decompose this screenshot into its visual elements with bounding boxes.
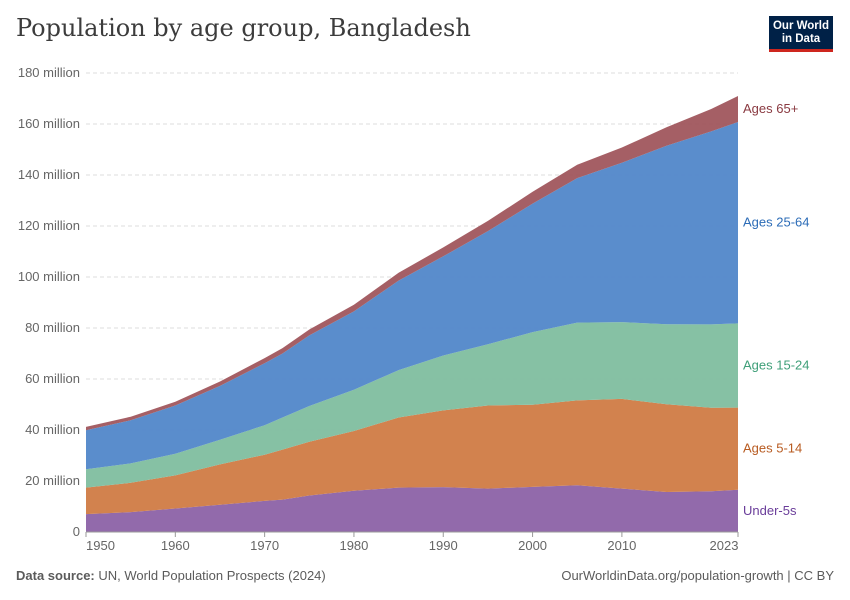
y-tick-label: 60 million bbox=[25, 371, 80, 386]
area-series-group bbox=[86, 96, 738, 532]
data-source-note: Data source: UN, World Population Prospe… bbox=[16, 568, 326, 583]
x-tick-label: 1950 bbox=[86, 538, 115, 553]
y-tick-label: 160 million bbox=[18, 116, 80, 131]
y-tick-label: 40 million bbox=[25, 422, 80, 437]
series-label: Ages 25-64 bbox=[743, 215, 810, 230]
y-tick-label: 120 million bbox=[18, 218, 80, 233]
y-tick-label: 80 million bbox=[25, 320, 80, 335]
x-tick-label: 1960 bbox=[161, 538, 190, 553]
axes bbox=[85, 531, 739, 537]
series-label: Ages 65+ bbox=[743, 101, 798, 116]
area-ages-65-[interactable] bbox=[86, 96, 738, 431]
data-source-label: Data source: bbox=[16, 568, 95, 583]
series-label: Ages 5-14 bbox=[743, 441, 802, 456]
x-tick-label: 2010 bbox=[607, 538, 636, 553]
y-tick-label: 100 million bbox=[18, 269, 80, 284]
x-tick-label: 1970 bbox=[250, 538, 279, 553]
y-tick-labels: 0 20 million 40 million 60 million 80 millio… bbox=[18, 65, 80, 539]
chart-title: Population by age group, Bangladesh bbox=[16, 14, 471, 42]
y-tick-label: 140 million bbox=[18, 167, 80, 182]
owid-logo[interactable]: Our World in Data bbox=[769, 16, 833, 52]
x-tick-label: 2023 bbox=[710, 538, 739, 553]
x-tick-label: 2000 bbox=[518, 538, 547, 553]
y-tick-label: 20 million bbox=[25, 473, 80, 488]
series-label: Ages 15-24 bbox=[743, 357, 810, 372]
source-link[interactable]: OurWorldinData.org/population-growth | C… bbox=[561, 568, 834, 583]
area-ages-25-64[interactable] bbox=[86, 122, 738, 470]
logo-line-2: in Data bbox=[781, 33, 821, 45]
series-label: Under-5s bbox=[743, 503, 797, 518]
data-source-text: UN, World Population Prospects (2024) bbox=[98, 568, 326, 583]
x-tick-label: 1980 bbox=[339, 538, 368, 553]
x-tick-label: 1990 bbox=[429, 538, 458, 553]
series-labels: Under-5s Ages 5-14 Ages 15-24 Ages 25-64 Age… bbox=[743, 101, 810, 518]
area-ages-5-14[interactable] bbox=[86, 398, 738, 515]
x-tick-labels: 1950 1960 1970 1980 1990 2000 2010 2023 bbox=[86, 538, 738, 553]
logo-line-1: Our World bbox=[772, 20, 829, 32]
y-tick-label: 0 bbox=[73, 524, 80, 539]
area-ages-15-24[interactable] bbox=[86, 322, 738, 488]
y-tick-label: 180 million bbox=[18, 65, 80, 80]
area-under-5s[interactable] bbox=[86, 485, 738, 532]
